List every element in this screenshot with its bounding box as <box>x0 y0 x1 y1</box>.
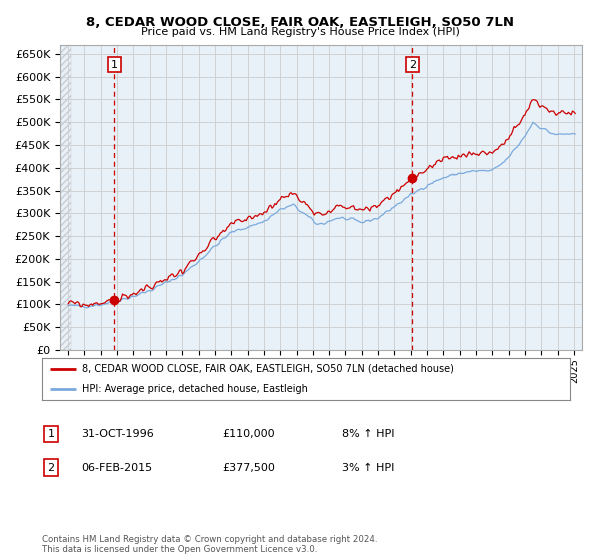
Text: Contains HM Land Registry data © Crown copyright and database right 2024.
This d: Contains HM Land Registry data © Crown c… <box>42 535 377 554</box>
Text: 1: 1 <box>47 429 55 439</box>
Text: £377,500: £377,500 <box>222 463 275 473</box>
Text: 8, CEDAR WOOD CLOSE, FAIR OAK, EASTLEIGH, SO50 7LN: 8, CEDAR WOOD CLOSE, FAIR OAK, EASTLEIGH… <box>86 16 514 29</box>
Text: 8% ↑ HPI: 8% ↑ HPI <box>342 429 395 439</box>
Text: £110,000: £110,000 <box>222 429 275 439</box>
Text: 31-OCT-1996: 31-OCT-1996 <box>81 429 154 439</box>
Text: HPI: Average price, detached house, Eastleigh: HPI: Average price, detached house, East… <box>82 384 307 394</box>
Text: Price paid vs. HM Land Registry's House Price Index (HPI): Price paid vs. HM Land Registry's House … <box>140 27 460 38</box>
Text: 3% ↑ HPI: 3% ↑ HPI <box>342 463 394 473</box>
Text: 06-FEB-2015: 06-FEB-2015 <box>81 463 152 473</box>
Text: 1: 1 <box>111 59 118 69</box>
Text: 2: 2 <box>409 59 416 69</box>
Text: 2: 2 <box>47 463 55 473</box>
Text: 8, CEDAR WOOD CLOSE, FAIR OAK, EASTLEIGH, SO50 7LN (detached house): 8, CEDAR WOOD CLOSE, FAIR OAK, EASTLEIGH… <box>82 364 454 374</box>
